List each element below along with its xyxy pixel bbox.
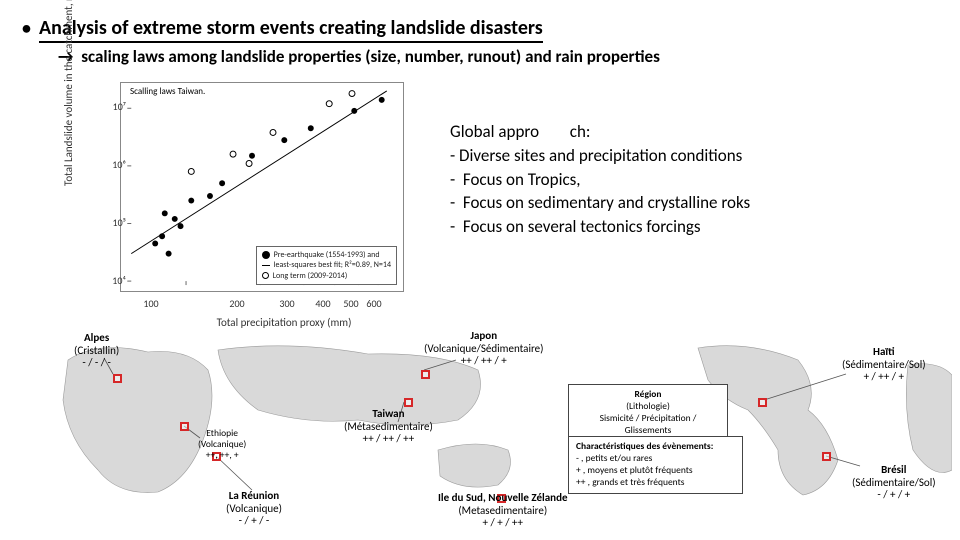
site-rating: ++, ++, +	[206, 449, 239, 461]
y-tick: 10⁶	[98, 158, 126, 171]
site-name: Japon	[470, 329, 497, 342]
site-sub: (Sédimentaire/Sol)	[842, 358, 926, 371]
site-name: Alpes	[84, 331, 109, 344]
legend-region: Région (Lithologie) Sismicité / Précipit…	[568, 384, 728, 442]
legend-line2: least-squares best fit; R²=0.89, N=14	[274, 260, 391, 270]
site-label-reunion: La Réunion (Volcanique) - / + / -	[226, 490, 282, 528]
site-rating: - / + / +	[877, 488, 910, 501]
site-label-taiwan: Taiwan (Métasedimentaire) ++ / ++ / ++	[344, 408, 433, 446]
site-label-ethiopie: Ethiopie (Volcanique) ++, ++, +	[198, 428, 246, 461]
page-title: • Analysis of extreme storm events creat…	[22, 16, 543, 43]
title-bullet: •	[22, 17, 31, 39]
x-tick: 200	[222, 297, 252, 310]
legend-line-icon	[262, 265, 270, 266]
site-name: Haïti	[873, 345, 895, 358]
y-tick: 10⁵	[98, 216, 126, 229]
site-marker-japon	[421, 370, 430, 379]
site-marker-haiti	[758, 398, 767, 407]
legend-events-row: - , petits et/ou rares	[576, 453, 735, 465]
chart-y-label: Total Landslide volume in the catchment,…	[62, 0, 75, 186]
legend-line3: Long term (2009-2014)	[273, 271, 348, 281]
x-tick: 300	[272, 297, 302, 310]
chart-x-label: Total precipitation proxy (mm)	[184, 316, 384, 329]
legend-region-sub: (Lithologie)	[576, 401, 720, 413]
global-line: - Focus on several tectonics forcings	[450, 215, 930, 239]
y-tick: 10⁷	[98, 100, 126, 113]
subtitle-text: scaling laws among landslide properties …	[81, 46, 660, 67]
legend-line1: Pre-earthquake (1554-1993) and	[274, 250, 380, 260]
site-rating: - / + / -	[239, 514, 270, 527]
site-marker-taiwan	[404, 398, 413, 407]
site-sub: (Cristallin)	[74, 344, 119, 357]
site-label-japon: Japon (Volcanique/Sédimentaire) ++ / ++ …	[424, 330, 543, 368]
scaling-chart: Scalling laws Taiwan. Total Landslide vo…	[64, 78, 414, 326]
subtitle: → scaling laws among landslide propertie…	[58, 46, 660, 67]
legend-events-row: + , moyens et plutôt fréquents	[576, 465, 735, 477]
site-rating: ++ / ++ / +	[461, 354, 507, 367]
site-label-nz: Ile du Sud, Nouvelle Zélande (Metasedime…	[438, 492, 568, 530]
site-marker-bresil	[822, 452, 831, 461]
site-label-alpes: Alpes (Cristallin) - / - / -	[74, 332, 119, 370]
global-approach-block: Global appro ch: - Diverse sites and pre…	[450, 120, 930, 239]
chart-plot-area: Pre-earthquake (1554-1993) and least-squ…	[120, 82, 404, 292]
legend-events-row: ++ , grands et très fréquents	[576, 477, 735, 489]
legend-marker-solid	[262, 251, 270, 259]
site-marker-alpes	[113, 374, 122, 383]
site-label-bresil: Brésil (Sédimentaire/Sol) - / + / +	[852, 464, 936, 502]
global-line: - Focus on Tropics,	[450, 168, 930, 192]
site-name: La Réunion	[229, 489, 279, 502]
site-name: Taiwan	[372, 407, 404, 420]
site-sub: (Metasedimentaire)	[458, 504, 547, 517]
global-heading: Global appro ch:	[450, 120, 930, 144]
site-rating: + / + / ++	[483, 516, 523, 529]
site-marker-ethiopie	[180, 422, 189, 431]
chart-legend: Pre-earthquake (1554-1993) and least-squ…	[256, 246, 397, 285]
site-sub: (Métasedimentaire)	[344, 420, 433, 433]
site-sub: (Sédimentaire/Sol)	[852, 476, 936, 489]
global-line: - Focus on sedimentary and crystalline r…	[450, 191, 930, 215]
legend-region-line: Sismicité / Précipitation / Glissements	[576, 413, 720, 437]
site-sub: (Volcanique)	[226, 502, 282, 515]
x-tick: 600	[359, 297, 389, 310]
global-line: - Diverse sites and precipitation condit…	[450, 144, 930, 168]
site-rating: + / ++ / +	[864, 370, 904, 383]
site-name: Ile du Sud, Nouvelle Zélande	[438, 491, 568, 504]
site-sub: (Volcanique/Sédimentaire)	[424, 342, 543, 355]
chart-caption: Scalling laws Taiwan.	[130, 86, 205, 97]
legend-marker-open	[262, 272, 269, 279]
title-text: Analysis of extreme storm events creatin…	[39, 16, 543, 43]
x-tick: 100	[136, 297, 166, 310]
legend-events: Charactéristiques des évènements: - , pe…	[568, 436, 743, 494]
site-rating: ++ / ++ / ++	[363, 432, 415, 445]
world-map: Alpes (Cristallin) - / - / - Ethiopie (V…	[8, 330, 952, 534]
x-tick: 400	[308, 297, 338, 310]
y-tick: 10⁴	[98, 274, 126, 287]
site-label-haiti: Haïti (Sédimentaire/Sol) + / ++ / +	[842, 346, 926, 384]
site-name: Brésil	[881, 463, 906, 476]
site-rating: - / - / -	[82, 356, 111, 369]
